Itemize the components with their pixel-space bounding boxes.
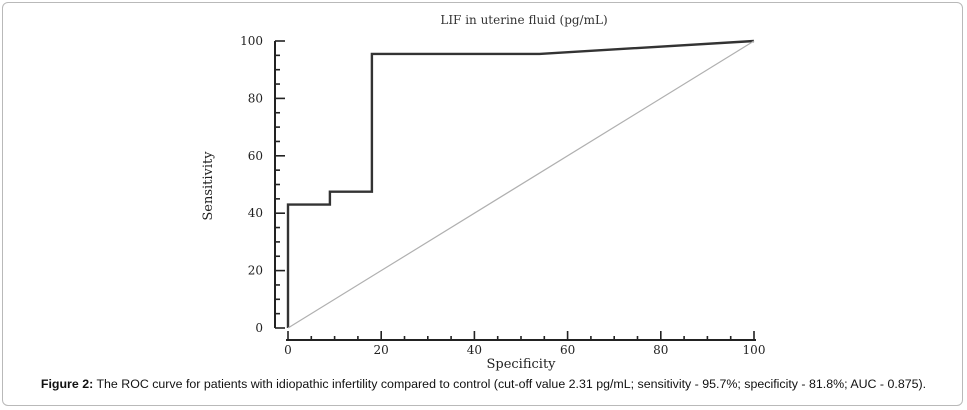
- y-tick-label: 60: [248, 149, 263, 163]
- figure-caption: Figure 2: The ROC curve for patients wit…: [0, 377, 967, 391]
- y-tick-label: 100: [240, 34, 263, 48]
- x-tick-label: 100: [743, 343, 766, 357]
- reference-diagonal-line: [287, 40, 755, 329]
- figure-frame: [2, 2, 963, 406]
- chart-series: [286, 39, 755, 329]
- y-axis-label: Sensitivity: [201, 151, 216, 221]
- y-tick-label: 20: [248, 264, 263, 278]
- roc-curve-line: [286, 39, 755, 328]
- x-tick-label: 40: [467, 343, 482, 357]
- y-tick-label: 0: [255, 321, 263, 335]
- caption-label: Figure 2:: [40, 377, 94, 391]
- chart-title: LIF in uterine fluid (pg/mL): [440, 13, 607, 27]
- caption-text: The ROC curve for patients with idiopath…: [93, 377, 927, 391]
- x-tick-label: 80: [653, 343, 668, 357]
- x-axis-label: Specificity: [486, 357, 556, 372]
- chart-ticks: 0 20 40 60 80 100 0 20 40 60 80 100: [240, 34, 765, 357]
- y-tick-label: 80: [248, 91, 263, 105]
- x-tick-label: 20: [374, 343, 389, 357]
- x-tick-label: 60: [560, 343, 575, 357]
- y-tick-label: 40: [248, 206, 263, 220]
- roc-chart: LIF in uterine fluid (pg/mL) 0 20 40 60 80 10…: [201, 13, 765, 372]
- x-tick-label: 0: [284, 343, 292, 357]
